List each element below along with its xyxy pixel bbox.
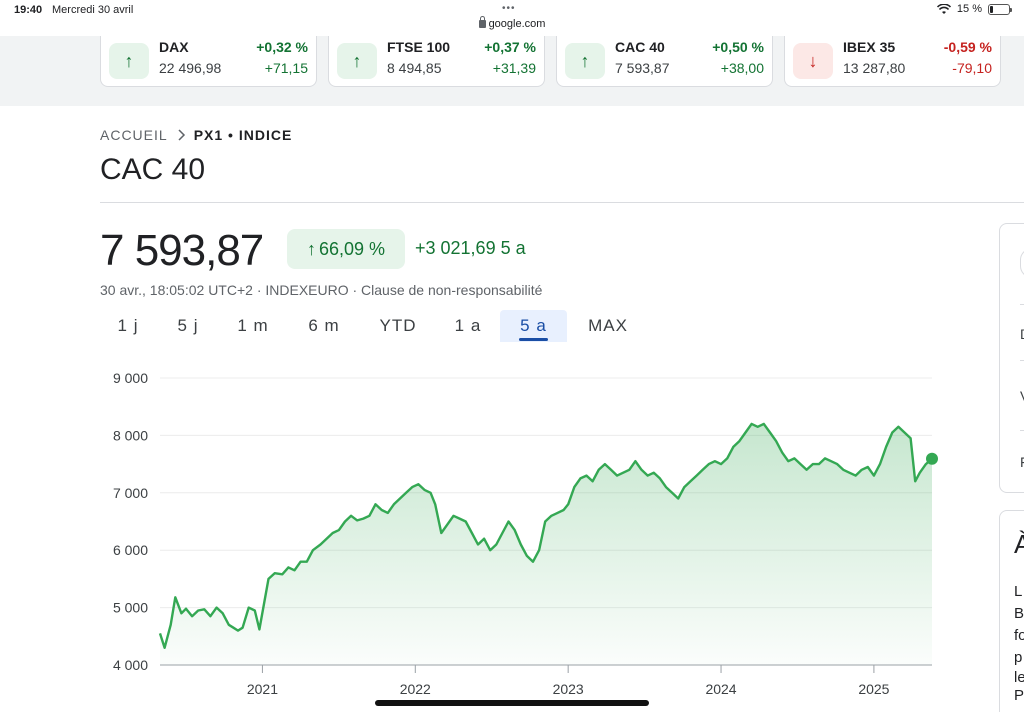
arrow-up-icon: ↑: [352, 50, 362, 71]
side-divider: [1020, 304, 1024, 305]
arrow-up-icon: ↑: [580, 50, 590, 71]
ticker-card-ibex[interactable]: ↓ IBEX 35 13 287,80 -0,59 % -79,10: [784, 36, 1001, 87]
side-stats-card: D V F: [999, 223, 1024, 493]
status-bar: 19:40 Mercredi 30 avril 15 %: [0, 0, 1024, 22]
ticker-arrow-box: ↑: [109, 43, 149, 79]
y-tick-label: 5 000: [113, 600, 148, 616]
tab-1m[interactable]: 1 m: [237, 316, 269, 335]
ticker-card-dax[interactable]: ↑ DAX 22 496,98 +0,32 % +71,15: [100, 36, 317, 87]
ticker-name: DAX: [159, 39, 189, 55]
tab-6m[interactable]: 6 m: [308, 316, 340, 335]
status-date: Mercredi 30 avril: [52, 4, 134, 16]
y-tick-label: 8 000: [113, 427, 148, 443]
tab-options-icon[interactable]: •••: [502, 3, 516, 14]
side-about-text: P: [1014, 687, 1024, 704]
side-divider: [1020, 360, 1024, 361]
address-bar[interactable]: google.com: [0, 16, 1024, 30]
arrow-up-icon: ↑: [124, 50, 134, 71]
side-about-heading: À: [1014, 529, 1024, 559]
side-stat-label: V: [1020, 388, 1024, 404]
pct-change-badge: ↑ 66,09 %: [287, 229, 405, 269]
ticker-pct: +0,37 %: [484, 39, 536, 55]
ticker-value: 7 593,87: [615, 60, 670, 76]
abs-change: +3 021,69 5 a: [415, 238, 526, 258]
ticker-change: +38,00: [720, 60, 764, 76]
side-about-text: le: [1014, 669, 1024, 686]
ticker-value: 13 287,80: [843, 60, 906, 76]
breadcrumb: ACCUEIL PX1 • INDICE: [100, 127, 292, 143]
side-about-text: p: [1014, 649, 1023, 666]
y-tick-label: 4 000: [113, 657, 148, 673]
ticker-pct: -0,59 %: [943, 39, 992, 55]
ticker-name: FTSE 100: [387, 39, 451, 55]
x-tick-label: 2023: [553, 681, 584, 697]
ticker-arrow-box: ↓: [793, 43, 833, 79]
breadcrumb-home-link[interactable]: ACCUEIL: [100, 127, 168, 143]
ticker-change: +71,15: [264, 60, 308, 76]
arrow-up-icon: ↑: [306, 238, 316, 259]
side-about-text: B: [1014, 605, 1024, 622]
price-chart[interactable]: 4 000 5 000 6 000 7 000 8 000 9 000 2021 2022 2…: [100, 362, 950, 712]
quote-meta: 30 avr., 18:05:02 UTC+2 · INDEXEURO · Cl…: [100, 282, 543, 298]
ticker-pct: +0,50 %: [712, 39, 764, 55]
home-indicator[interactable]: [375, 700, 649, 706]
tab-1y[interactable]: 1 a: [454, 316, 482, 335]
price-line: [158, 422, 933, 649]
side-card-button[interactable]: [1020, 248, 1024, 278]
price-area-fill: [160, 423, 932, 665]
ticker-value: 22 496,98: [159, 60, 222, 76]
page-title: CAC 40: [100, 153, 206, 186]
url-text: google.com: [488, 18, 546, 30]
side-about-text: L: [1014, 583, 1023, 600]
ticker-name: CAC 40: [615, 39, 665, 55]
tab-1d[interactable]: 1 j: [117, 316, 139, 335]
ticker-strip: ↑ DAX 22 496,98 +0,32 % +71,15 ↑ FTSE 10…: [0, 36, 1024, 106]
ticker-change: +31,39: [492, 60, 536, 76]
side-about-text: fo: [1014, 627, 1024, 644]
x-tick-label: 2021: [247, 681, 278, 697]
ticker-change: -79,10: [952, 60, 992, 76]
x-tick-label: 2022: [400, 681, 431, 697]
side-divider: [1020, 430, 1024, 431]
chevron-right-icon: [178, 129, 185, 141]
arrow-down-icon: ↓: [808, 50, 818, 71]
side-about-card: À L B fo p le P: [999, 510, 1024, 712]
status-right: 15 %: [936, 3, 1012, 15]
pct-change-value: 66,09 %: [318, 238, 386, 259]
ticker-card-ftse[interactable]: ↑ FTSE 100 8 494,85 +0,37 % +31,39: [328, 36, 545, 87]
ticker-value: 8 494,85: [387, 60, 442, 76]
ticker-pct: +0,32 %: [256, 39, 308, 55]
tab-ytd[interactable]: YTD: [379, 316, 417, 335]
price-end-dot: [926, 452, 938, 465]
x-tick-label: 2025: [858, 681, 889, 697]
battery-percent: 15 %: [956, 3, 982, 15]
ticker-name: IBEX 35: [843, 39, 896, 55]
wifi-icon: [936, 3, 951, 14]
breadcrumb-current: PX1 • INDICE: [193, 127, 293, 143]
ticker-arrow-box: ↑: [337, 43, 377, 79]
side-stat-label: D: [1020, 326, 1024, 342]
ticker-arrow-box: ↑: [565, 43, 605, 79]
side-stat-label: F: [1020, 454, 1024, 470]
y-tick-label: 6 000: [113, 542, 148, 558]
tab-max[interactable]: MAX: [588, 316, 628, 335]
ticker-card-cac[interactable]: ↑ CAC 40 7 593,87 +0,50 % +38,00: [556, 36, 773, 87]
current-price: 7 593,87: [100, 226, 264, 275]
lock-icon: [478, 16, 486, 28]
y-tick-label: 7 000: [113, 485, 148, 501]
x-tick-label: 2024: [705, 681, 736, 697]
tab-5d[interactable]: 5 j: [177, 316, 199, 335]
tab-5y[interactable]: 5 a: [500, 310, 567, 342]
battery-icon: [988, 3, 1012, 15]
y-tick-label: 9 000: [113, 370, 148, 386]
status-time: 19:40: [14, 4, 43, 16]
header-divider: [100, 202, 1024, 203]
